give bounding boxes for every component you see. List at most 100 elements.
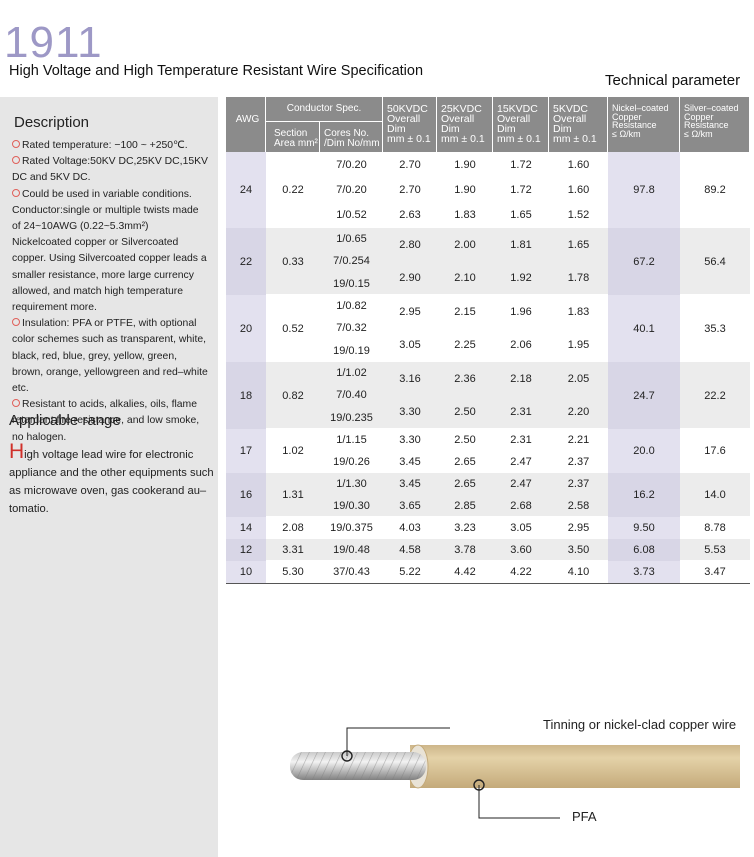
callout-line [478, 785, 560, 819]
dim-cell: 4.10 [567, 566, 590, 578]
description-text: Insulation: PFA or PTFE, with optional c… [12, 318, 208, 395]
area-cell: 1.02 [282, 445, 304, 457]
dim-cell: 1.72 [510, 158, 532, 171]
nickel-cell: 97.8 [608, 152, 680, 228]
cores-cell: 7/0.40 [336, 389, 367, 402]
insulation [410, 745, 740, 788]
dim-cell: 1.83 [454, 209, 476, 222]
silver-cell: 3.47 [704, 566, 726, 578]
dim-cell: 2.58 [567, 500, 590, 512]
area-cell: 1.31 [282, 489, 304, 501]
row-background [226, 362, 750, 429]
description-item: Could be used in variable conditions. Co… [12, 187, 210, 317]
dim-cell: 1.92 [510, 272, 532, 285]
header-cell: Section Area mm² [266, 122, 320, 152]
sidebar [0, 97, 218, 857]
header-cell: 25KVDC Overall Dim mm ± 0.1 [437, 97, 493, 152]
awg-cell: 18 [226, 362, 266, 429]
wire-diagram: Tinning or nickel-clad copper wire PFA [290, 717, 740, 824]
area-cell: 3.31 [282, 544, 304, 556]
dim-cell: 1.78 [567, 272, 590, 285]
dim-cell: 3.23 [454, 522, 476, 534]
dim-cell: 2.36 [454, 372, 476, 385]
header-cell: Silver–coated Copper Resistance ≤ Ω/km [680, 97, 750, 152]
area-cell: 0.82 [282, 389, 304, 402]
awg-cell: 20 [226, 295, 266, 362]
dim-cell: 2.06 [510, 339, 532, 352]
dim-cell: 4.22 [510, 566, 532, 578]
dim-cell: 1.65 [567, 238, 590, 251]
dim-cell: 2.90 [399, 272, 421, 285]
dim-cell: 2.37 [567, 478, 590, 490]
bullet-icon [12, 399, 20, 408]
dim-cell: 2.05 [567, 372, 590, 385]
row-background [226, 539, 750, 561]
area-cell: 0.33 [282, 255, 304, 268]
awg-cell: 10 [226, 561, 266, 583]
cores-cell: 7/0.20 [336, 183, 367, 196]
dim-cell: 4.58 [399, 544, 421, 556]
applicable-heading: Applicable range [9, 412, 121, 429]
bullet-icon [12, 140, 20, 148]
dim-cell: 2.10 [454, 272, 476, 285]
conductor-label: Tinning or nickel-clad copper wire [543, 717, 736, 732]
awg-cell: 16 [226, 473, 266, 517]
dim-cell: 2.20 [567, 406, 590, 419]
dim-cell: 2.63 [399, 209, 421, 222]
awg-cell: 12 [226, 539, 266, 561]
silver-cell: 17.6 [704, 445, 726, 457]
silver-cell: 89.2 [704, 184, 726, 196]
dim-cell: 1.95 [567, 339, 590, 352]
cores-cell: 7/0.32 [336, 322, 367, 335]
description-item: Insulation: PFA or PTFE, with optional c… [12, 316, 210, 397]
silver-cell: 14.0 [704, 489, 726, 501]
dim-cell: 1.90 [454, 183, 476, 196]
row-background [226, 152, 750, 228]
dim-cell: 3.45 [399, 478, 421, 490]
nickel-cell: 24.7 [608, 362, 680, 429]
nickel-cell: 3.73 [608, 561, 680, 583]
model-number: 1911 [4, 18, 103, 67]
silver-cell: 8.78 [704, 522, 726, 534]
description-list: Rated temperature: −100 ~ +250℃. Rated Vo… [12, 138, 210, 446]
dim-cell: 2.37 [567, 456, 590, 468]
description-heading: Description [14, 114, 90, 131]
cores-cell: 19/0.48 [333, 544, 370, 556]
conductor-twist [290, 752, 426, 780]
awg-cell: 24 [226, 152, 266, 228]
area-cell: 5.30 [282, 566, 304, 578]
cores-cell: 19/0.235 [330, 411, 373, 424]
bullet-icon [12, 188, 20, 197]
insulation-label: PFA [572, 809, 597, 824]
cores-cell: 37/0.43 [333, 566, 370, 578]
cores-cell: 1/1.15 [336, 434, 367, 446]
dim-cell: 1.90 [454, 158, 476, 171]
header-cell: Conductor Spec. [266, 97, 383, 122]
header-cell: 15KVDC Overall Dim mm ± 0.1 [493, 97, 549, 152]
row-background [226, 295, 750, 362]
dim-cell: 2.95 [567, 522, 590, 534]
row-background [226, 561, 750, 583]
cores-cell: 19/0.15 [333, 277, 370, 290]
nickel-cell: 9.50 [608, 517, 680, 539]
bullet-icon [12, 318, 20, 327]
dim-cell: 1.81 [510, 238, 532, 251]
header-cell: 5KVDC Overall Dim mm ± 0.1 [549, 97, 608, 152]
dim-cell: 1.60 [567, 158, 590, 171]
cores-cell: 1/0.82 [336, 300, 367, 313]
dim-cell: 2.25 [454, 339, 476, 352]
row-background [226, 517, 750, 539]
dim-cell: 4.03 [399, 522, 421, 534]
silver-cell: 35.3 [704, 322, 726, 335]
dim-cell: 2.50 [454, 406, 476, 419]
awg-cell: 22 [226, 228, 266, 295]
title: High Voltage and High Temperature Resist… [9, 63, 424, 79]
dim-cell: 2.00 [454, 238, 476, 251]
dim-cell: 3.45 [399, 456, 421, 468]
header-cell: Cores No. /Dim No/mm [320, 122, 383, 152]
dim-cell: 5.22 [399, 566, 421, 578]
dim-cell: 2.95 [399, 305, 421, 318]
area-cell: 0.22 [282, 184, 304, 196]
dim-cell: 2.21 [567, 434, 590, 446]
